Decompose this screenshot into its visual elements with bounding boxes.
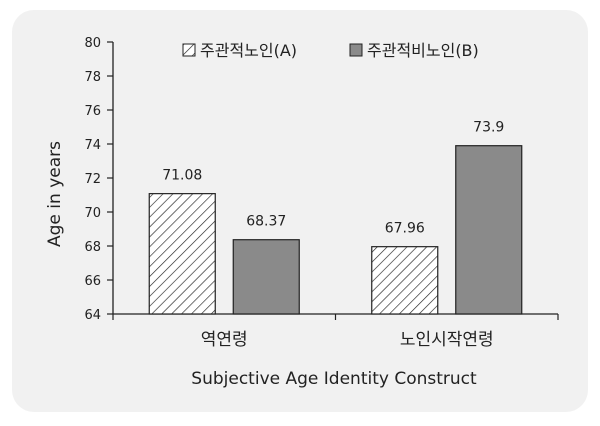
bar-value-label: 73.9	[473, 120, 504, 136]
bar-value-label: 68.37	[246, 214, 286, 230]
bars	[148, 145, 523, 315]
y-tick-label: 80	[84, 36, 101, 51]
y-tick-label: 76	[84, 104, 101, 119]
legend: 주관적노인(A) 주관적비노인(B)	[182, 41, 479, 60]
bar-value-label: 67.96	[385, 221, 425, 237]
y-tick-label: 64	[84, 308, 101, 323]
legend-label: 주관적노인(A)	[200, 41, 297, 60]
y-tick-label: 66	[84, 274, 101, 289]
y-axis: 64 66 68 70 72 74 76 78 80	[84, 36, 114, 323]
y-tick-label: 78	[84, 70, 101, 85]
x-category-label: 역연령	[201, 330, 248, 350]
legend-swatch	[182, 43, 196, 57]
bar-value-label: 71.08	[162, 168, 202, 184]
y-tick-label: 70	[84, 206, 101, 221]
y-axis-title: Age in years	[45, 141, 65, 247]
x-category-label: 노인시작연령	[400, 330, 494, 350]
y-tick-label: 68	[84, 240, 101, 255]
y-tick-label: 72	[84, 172, 101, 187]
y-tick-label: 74	[84, 138, 101, 153]
data-labels: 71.08 68.37 67.96 73.9	[162, 120, 504, 237]
x-axis: 역연령 노인시작연령	[112, 313, 559, 350]
bar	[371, 246, 439, 315]
legend-swatch	[349, 43, 363, 57]
bar	[455, 145, 523, 315]
bar	[232, 239, 300, 315]
legend-label: 주관적비노인(B)	[367, 41, 479, 60]
bar	[148, 193, 216, 315]
x-axis-title: Subjective Age Identity Construct	[191, 369, 477, 389]
